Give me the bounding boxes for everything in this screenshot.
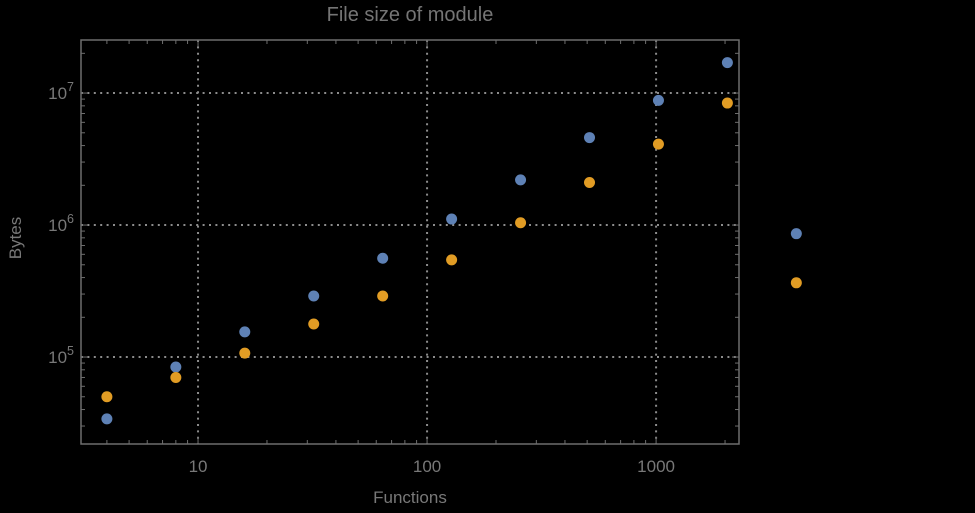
data-point-series-2 [446, 254, 458, 266]
data-point-series-2 [377, 290, 389, 302]
data-point-series-2 [515, 217, 527, 229]
data-point-series-1 [515, 174, 527, 186]
data-point-series-2 [239, 347, 251, 359]
data-point-series-1 [101, 413, 113, 425]
data-point-series-2 [721, 97, 733, 109]
data-point-series-1 [721, 57, 733, 69]
x-tick-label: 10 [189, 457, 208, 476]
y-tick-label: 106 [48, 212, 74, 235]
data-point-series-1 [446, 213, 458, 225]
data-point-series-1 [584, 132, 596, 144]
y-tick-label: 105 [48, 344, 74, 367]
data-point-series-1 [377, 252, 389, 264]
data-point-series-2 [584, 177, 596, 189]
data-point-series-1 [308, 290, 320, 302]
data-point-series-2 [652, 138, 664, 150]
y-tick-label: 107 [48, 80, 74, 103]
y-axis-label: Bytes [6, 216, 25, 260]
data-point-series-2 [308, 318, 320, 330]
data-point-series-1 [239, 326, 251, 338]
data-point-series-2 [790, 277, 802, 289]
plot-frame [80, 39, 740, 445]
data-point-series-1 [652, 94, 664, 106]
data-point-series-1 [790, 228, 802, 240]
x-tick-label: 1000 [637, 457, 675, 476]
data-point-series-2 [170, 371, 182, 383]
data-point-series-1 [170, 361, 182, 373]
x-tick-label: 100 [413, 457, 441, 476]
x-axis-label: Functions [373, 488, 447, 507]
chart-title: File size of module [326, 4, 494, 26]
data-point-series-2 [101, 391, 113, 403]
